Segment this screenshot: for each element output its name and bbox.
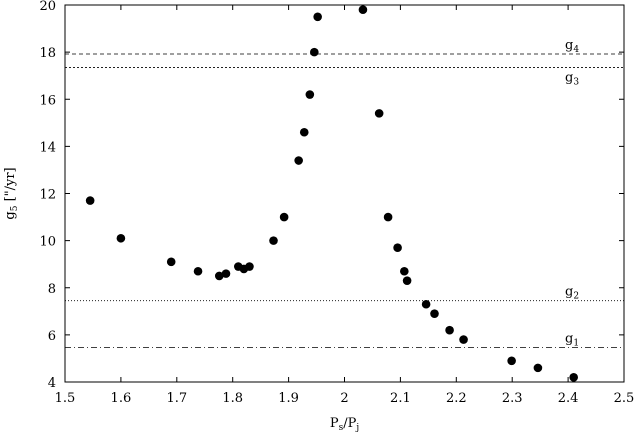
data-point <box>85 196 95 205</box>
y-tick-label: 10 <box>39 235 56 250</box>
data-point <box>459 335 468 344</box>
y-tick-label: 14 <box>39 140 56 155</box>
y-tick-label: 12 <box>39 188 56 203</box>
x-tick-label: 2.3 <box>502 391 523 406</box>
data-point <box>374 109 384 118</box>
data-point <box>533 363 543 373</box>
data-point <box>358 5 368 15</box>
data-point <box>310 47 319 57</box>
y-tick-label: 20 <box>39 0 56 14</box>
x-tick-label: 1.6 <box>111 391 132 406</box>
ref-label-g2: g2 <box>565 285 579 302</box>
x-tick-label: 2.2 <box>446 391 467 406</box>
data-point <box>421 299 431 309</box>
x-tick-label: 2.4 <box>558 391 579 406</box>
x-tick-label: 2.1 <box>390 391 411 406</box>
y-tick-label: 6 <box>48 329 56 344</box>
data-point <box>507 356 516 366</box>
plot-frame <box>64 4 625 383</box>
data-point <box>279 212 289 222</box>
data-point <box>214 271 224 281</box>
ref-label-g4: g4 <box>565 38 579 55</box>
y-tick-label: 4 <box>48 376 56 391</box>
x-tick-label: 2.5 <box>614 391 634 406</box>
data-point <box>400 266 409 276</box>
x-tick-label: 1.8 <box>222 391 243 406</box>
data-point <box>245 262 254 271</box>
data-point <box>430 309 439 318</box>
data-point <box>299 127 309 137</box>
x-tick-label: 1.9 <box>278 391 299 406</box>
data-point <box>383 212 393 222</box>
data-points <box>85 5 578 382</box>
axis-ticks: 1.5 1.6 1.7 1.8 1.9 2 2.1 2.2 2.3 2.4 2.5 4 6 8 10 12 14… <box>39 0 634 406</box>
reference-lines: g4 g3 g2 g1 <box>65 38 624 348</box>
x-tick-label: 1.5 <box>55 391 76 406</box>
ref-label-g1: g1 <box>565 331 579 348</box>
y-axis-title: g5 ["/yr] <box>3 167 20 219</box>
y-tick-label: 8 <box>48 282 56 297</box>
data-point <box>294 156 303 165</box>
data-point <box>445 325 454 335</box>
data-point <box>569 372 578 382</box>
y-tick-label: 18 <box>39 46 56 61</box>
ref-label-g3: g3 <box>565 70 579 87</box>
x-axis-title: Ps/Pj <box>330 416 359 433</box>
data-point <box>402 276 412 285</box>
data-point <box>269 236 278 245</box>
data-point <box>166 257 176 267</box>
data-point <box>193 266 203 276</box>
data-point <box>393 243 402 252</box>
data-point <box>313 12 322 22</box>
data-point <box>116 233 126 243</box>
x-tick-label: 1.7 <box>166 391 187 406</box>
data-point <box>305 90 315 99</box>
data-point <box>221 269 231 278</box>
x-tick-label: 2 <box>340 391 348 406</box>
y-tick-label: 16 <box>39 93 56 108</box>
